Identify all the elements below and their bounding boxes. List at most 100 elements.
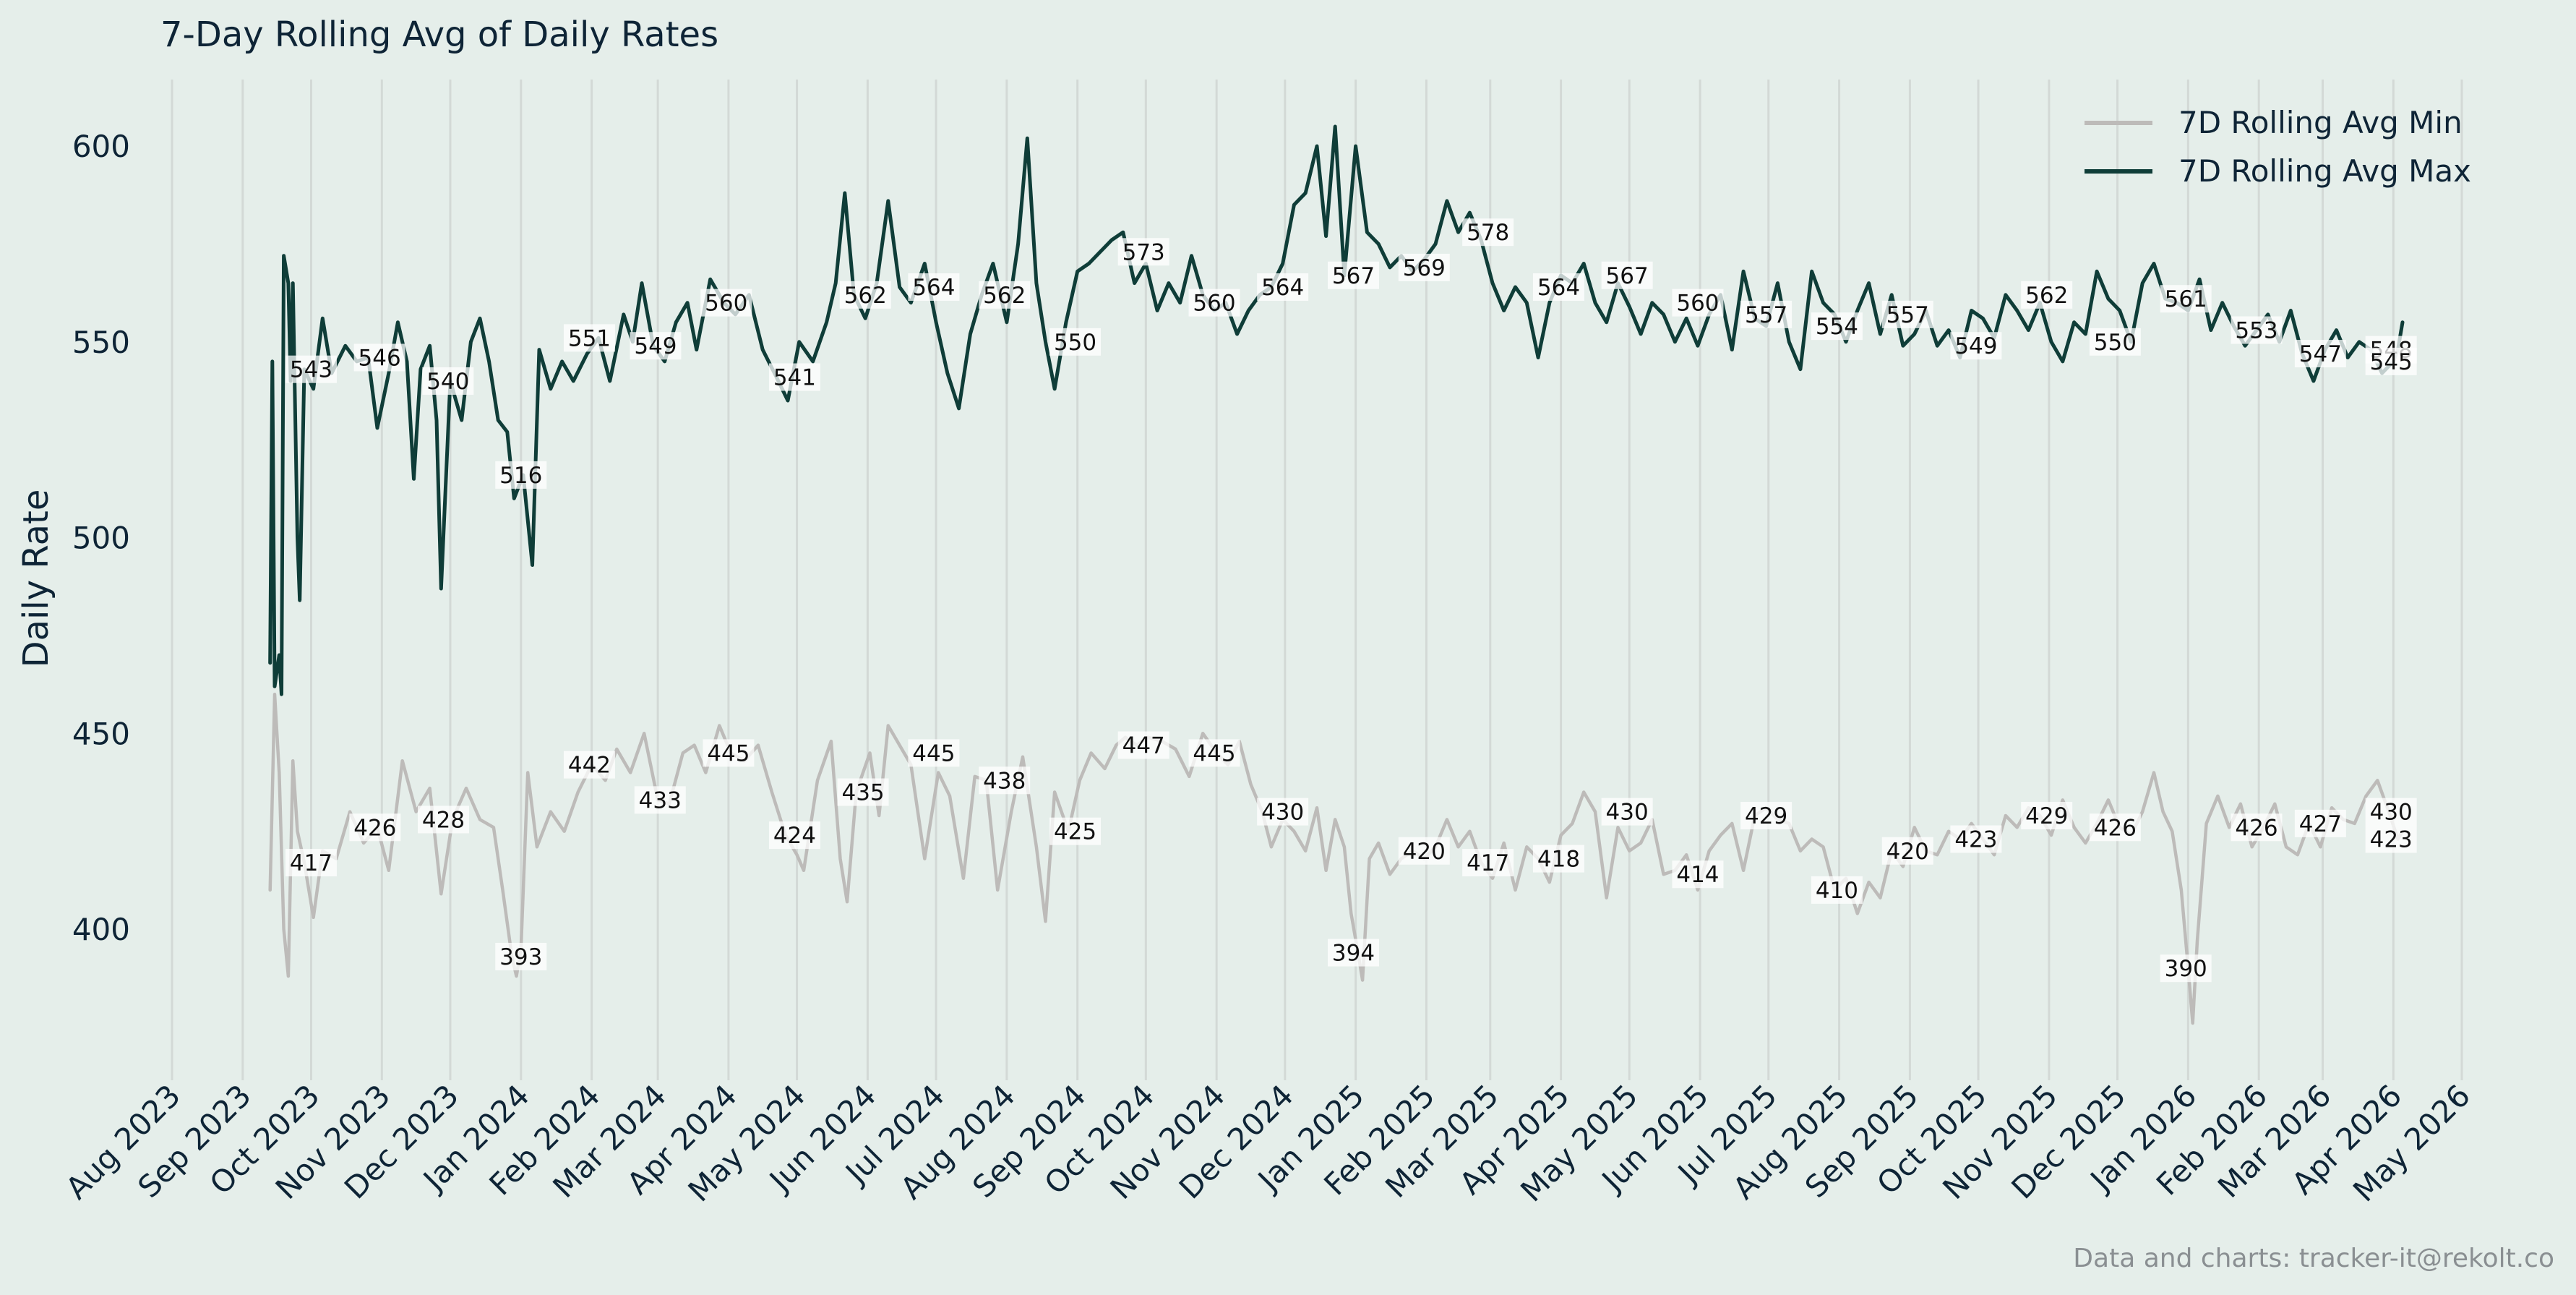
data-label: 445 (908, 739, 960, 767)
data-label: 417 (1462, 849, 1514, 877)
data-label-text: 557 (1886, 302, 1929, 328)
data-label-bg (2231, 813, 2283, 842)
data-label-bg (1398, 837, 1450, 865)
data-label-text: 438 (983, 768, 1026, 794)
data-label: 560 (1672, 289, 1724, 317)
data-label-text: 427 (2299, 811, 2342, 837)
data-label-bg (285, 355, 337, 383)
data-label: 550 (2089, 328, 2141, 356)
data-label-text: 430 (1261, 800, 1304, 826)
data-label-bg (1327, 939, 1379, 967)
data-label-bg (700, 289, 752, 317)
data-label: 426 (2089, 813, 2141, 842)
data-label-text: 410 (1816, 878, 1858, 904)
data-label-text: 560 (705, 291, 747, 317)
data-label: 393 (495, 942, 547, 970)
data-label: 438 (979, 766, 1031, 795)
data-label-bg (768, 363, 820, 391)
data-label-text: 569 (1403, 255, 1446, 281)
data-label-text: 417 (1467, 850, 1509, 876)
data-label: 550 (1049, 328, 1102, 356)
data-label-text: 423 (2370, 827, 2413, 853)
y-axis-ticks: 400 450 500 550 600 (72, 129, 130, 947)
data-label-bg (979, 766, 1031, 795)
data-label-text: 553 (2235, 318, 2277, 344)
data-label: 560 (700, 289, 752, 317)
data-label-bg (349, 813, 401, 842)
data-label-text: 430 (1606, 800, 1649, 826)
data-label-text: 560 (1676, 291, 1719, 317)
series-lines (268, 124, 2405, 1025)
data-label: 394 (1327, 939, 1379, 967)
data-label-bg (839, 281, 891, 309)
data-label: 423 (1950, 825, 2002, 853)
data-label-bg (1881, 300, 1933, 328)
data-label-bg (495, 461, 547, 489)
data-label-bg (1740, 802, 1793, 830)
data-label-bg (1672, 860, 1724, 889)
y-tick-label: 600 (72, 129, 130, 164)
data-label-text: 420 (1403, 839, 1446, 865)
y-tick-label: 550 (72, 325, 130, 360)
y-tick-label: 500 (72, 521, 130, 556)
data-label-bg (908, 739, 960, 767)
data-label: 445 (703, 739, 755, 767)
chart-title: 7-Day Rolling Avg of Daily Rates (160, 14, 718, 55)
data-label-bg (630, 332, 682, 360)
data-label-text: 418 (1537, 847, 1580, 873)
data-label: 425 (1049, 817, 1102, 845)
data-label: 557 (1881, 300, 1933, 328)
data-label: 545 (2365, 347, 2417, 375)
data-label-text: 390 (2165, 956, 2207, 982)
data-label-bg (1532, 273, 1584, 301)
data-label: 428 (417, 805, 469, 834)
data-label: 516 (495, 461, 547, 489)
data-label: 562 (979, 281, 1031, 309)
data-label-text: 393 (499, 944, 542, 970)
data-label-text: 578 (1467, 220, 1509, 246)
y-tick-label: 400 (72, 912, 130, 947)
data-label-text: 550 (2094, 330, 2137, 356)
data-label-bg (1398, 253, 1450, 281)
data-label-text: 425 (1054, 819, 1096, 845)
data-label-bg (1117, 731, 1169, 759)
data-label-text: 417 (290, 850, 332, 876)
data-labels: 417 426 428 393 442 433 445 424 435 445 438 425 447 4… (285, 218, 2417, 983)
data-label-bg (422, 367, 474, 395)
data-label-text: 551 (568, 325, 611, 351)
data-label-text: 541 (773, 365, 816, 391)
data-label-text: 429 (1745, 803, 1787, 829)
data-label-bg (2365, 347, 2417, 375)
data-label-bg (2365, 825, 2417, 853)
data-label: 549 (630, 332, 682, 360)
data-label: 567 (1327, 261, 1379, 289)
data-label-text: 573 (1122, 239, 1165, 265)
data-label: 424 (768, 821, 820, 850)
data-label-text: 445 (912, 740, 955, 766)
data-label: 447 (1117, 731, 1169, 759)
data-label-text: 429 (2025, 803, 2068, 829)
data-label-text: 550 (1054, 330, 1096, 356)
legend-label-min: 7D Rolling Avg Min (2178, 105, 2463, 140)
data-label: 541 (768, 363, 820, 391)
data-label-text: 554 (1816, 314, 1858, 340)
data-label-text: 560 (1193, 291, 1235, 317)
data-label: 573 (1117, 238, 1169, 266)
data-label: 543 (285, 355, 337, 383)
data-label-bg (2160, 954, 2212, 983)
data-label-bg (1601, 798, 1653, 826)
data-label-bg (2231, 316, 2283, 344)
data-label-text: 430 (2370, 800, 2413, 826)
data-label-bg (353, 343, 405, 372)
data-label-bg (1950, 825, 2002, 853)
data-label-text: 420 (1886, 839, 1929, 865)
data-label-text: 447 (1122, 733, 1165, 759)
data-label-text: 394 (1332, 941, 1375, 967)
data-label: 410 (1811, 876, 1863, 904)
legend: 7D Rolling Avg Min 7D Rolling Avg Max (2085, 105, 2471, 189)
data-label-bg (1462, 849, 1514, 877)
data-label-bg (417, 805, 469, 834)
